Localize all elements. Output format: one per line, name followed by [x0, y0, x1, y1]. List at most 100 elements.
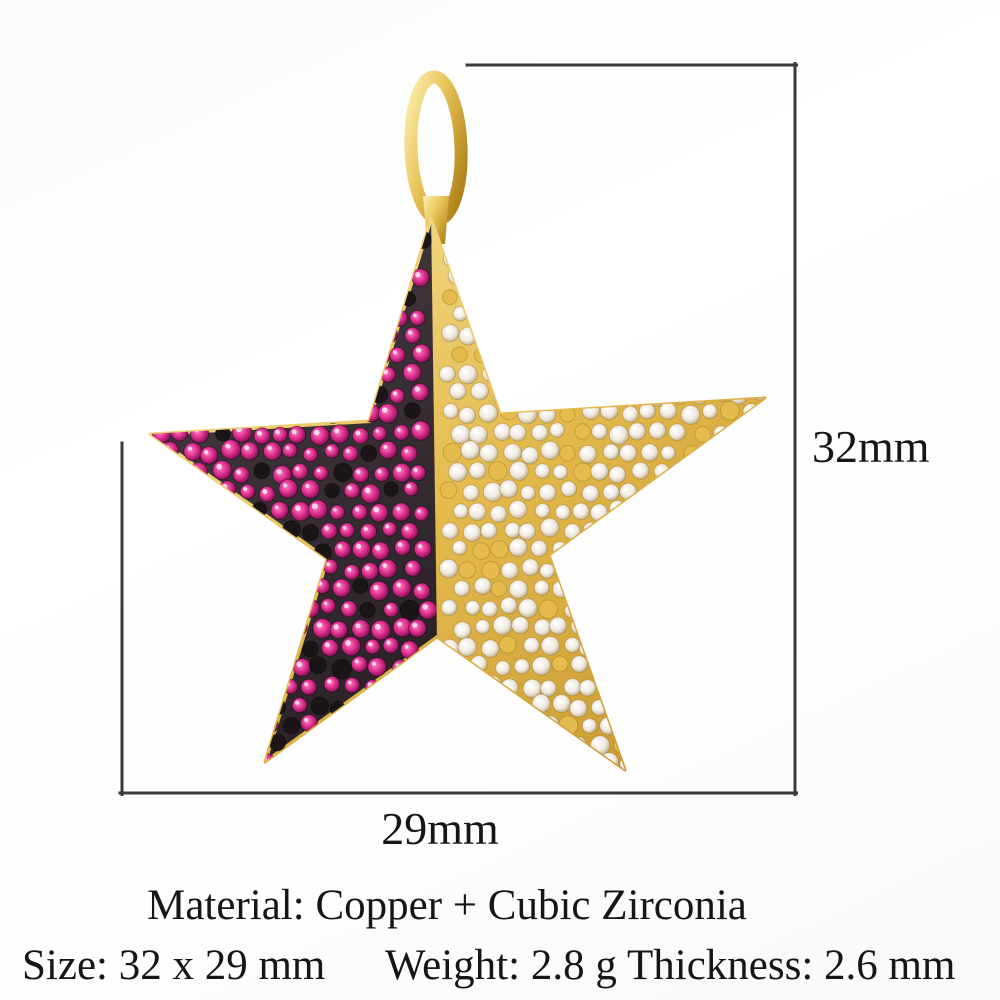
pave-stone — [291, 462, 309, 480]
pave-stone — [552, 266, 574, 288]
pave-stone — [773, 501, 788, 516]
pave-stone — [151, 305, 168, 322]
pave-stone — [540, 636, 561, 656]
pave-stone — [730, 658, 749, 677]
pave-stone — [523, 636, 541, 654]
pave-stone — [241, 560, 260, 580]
pave-stone — [458, 712, 479, 733]
pave-stone — [361, 325, 381, 345]
pave-stone — [720, 522, 741, 542]
pave-stone — [670, 540, 690, 559]
pave-stone — [190, 310, 208, 328]
pave-stone — [751, 501, 765, 521]
pave-stone — [186, 576, 208, 598]
pave-stone — [130, 735, 149, 754]
pave-stone — [163, 484, 180, 501]
pave-stone — [602, 638, 618, 655]
pave-stone — [214, 347, 231, 364]
pave-stone — [590, 619, 608, 637]
pave-stone — [669, 344, 687, 361]
pave-stone — [728, 500, 746, 518]
pave-stone — [603, 562, 621, 580]
pave-stone — [732, 460, 752, 481]
pave-stone — [651, 697, 672, 718]
pave-stone — [150, 284, 161, 304]
pave-stone — [761, 328, 765, 348]
pave-stone — [180, 641, 199, 659]
pave-stone — [498, 635, 517, 654]
pave-stone — [568, 579, 590, 600]
pave-stone — [619, 754, 640, 770]
pave-stone — [391, 699, 409, 717]
pave-stone — [630, 229, 651, 250]
pave-stone — [590, 462, 609, 481]
pave-stone — [702, 326, 721, 345]
pave-stone — [608, 424, 630, 446]
pave-stone — [281, 285, 302, 306]
pave-stone — [230, 346, 247, 363]
pave-stone — [780, 602, 795, 617]
pave-stone — [272, 542, 289, 559]
pave-stone — [244, 290, 262, 308]
pave-stone — [454, 659, 471, 676]
pave-stone — [394, 538, 412, 556]
pave-stone — [404, 326, 422, 344]
pave-stone — [387, 736, 408, 758]
pave-stone — [368, 268, 387, 287]
pave-stone — [322, 559, 339, 575]
pave-stone — [482, 675, 503, 695]
pave-stone — [190, 227, 209, 246]
pave-stone — [785, 720, 800, 735]
pave-stone — [213, 737, 229, 754]
pave-stone — [150, 329, 159, 346]
width-dimension-label: 29mm — [381, 803, 499, 854]
pave-stone — [482, 285, 500, 302]
pave-stone — [617, 600, 637, 621]
pave-stone — [189, 621, 206, 638]
pave-stone — [261, 287, 279, 305]
pave-stone — [679, 678, 698, 697]
pave-stone — [651, 501, 670, 519]
pave-stone — [589, 577, 609, 597]
pave-stone — [208, 580, 228, 600]
pave-stone — [783, 250, 801, 268]
pave-stone — [150, 403, 161, 423]
pave-stone — [660, 484, 678, 502]
pave-stone — [154, 542, 171, 559]
pave-stone — [620, 519, 638, 537]
pave-stone — [644, 561, 662, 578]
pave-stone — [412, 736, 433, 757]
pave-stone — [150, 598, 162, 618]
pave-stone — [151, 229, 168, 247]
pave-stone — [413, 540, 433, 559]
pave-stone — [360, 444, 378, 462]
pave-stone — [301, 524, 320, 542]
pave-stone — [660, 641, 678, 659]
dimension-marks — [118, 62, 798, 796]
pave-stone — [339, 366, 357, 384]
pave-stone — [720, 600, 740, 620]
pave-stone — [367, 657, 387, 677]
pave-stone — [690, 621, 708, 638]
pave-stone — [704, 522, 721, 540]
pave-stone — [520, 446, 540, 465]
pave-stone — [212, 460, 233, 481]
pave-stone — [290, 501, 312, 522]
pave-stone — [474, 738, 492, 756]
pave-stone — [184, 404, 202, 422]
pave-stone — [703, 601, 720, 618]
pave-stone — [239, 757, 260, 770]
pave-stone — [769, 735, 788, 754]
pave-stone — [759, 523, 765, 541]
pave-stone — [729, 268, 751, 289]
pave-stone — [728, 737, 749, 757]
pave-stone — [200, 250, 221, 271]
pave-stone — [685, 364, 701, 381]
pave-stone — [132, 696, 148, 712]
pave-stone — [259, 407, 276, 424]
pave-stone — [661, 329, 680, 347]
pave-stone — [413, 582, 431, 601]
pave-stone — [349, 387, 366, 403]
pave-stone — [731, 541, 748, 558]
pave-stone — [300, 678, 318, 696]
